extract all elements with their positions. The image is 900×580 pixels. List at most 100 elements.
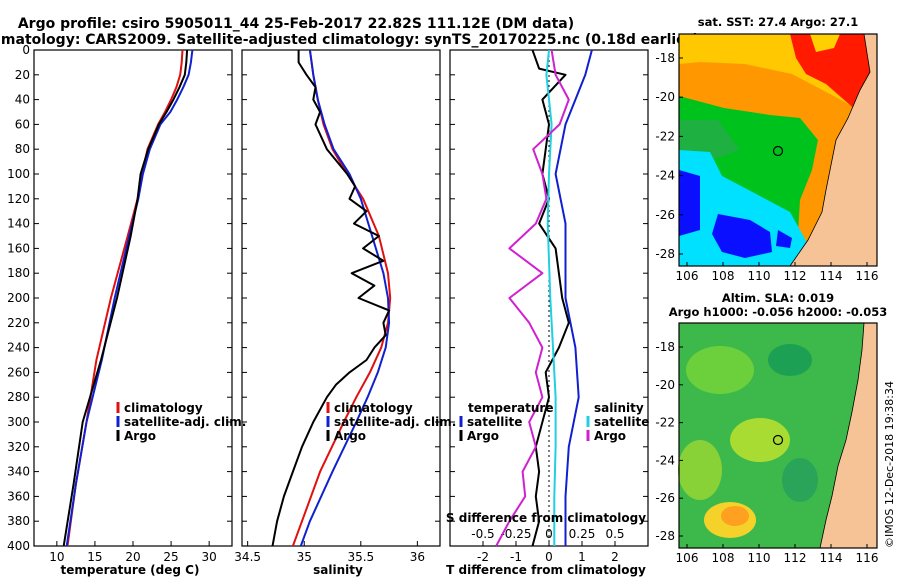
depth-tick-label: 380: [7, 514, 30, 528]
salinity-xlabel: salinity: [313, 563, 363, 577]
map-lat-label: -24: [655, 169, 675, 183]
t-diff-xlabel: T difference from climatology: [446, 563, 646, 577]
map-lon-label: 108: [712, 269, 735, 283]
salinity-x-tick-label: 36: [410, 550, 425, 564]
sst-map-title: sat. SST: 27.4 Argo: 27.1: [698, 15, 858, 29]
temperature-x-tick-label: 30: [202, 550, 217, 564]
legend-temperature-title: temperature: [468, 401, 553, 415]
map-lat-label: -20: [655, 90, 675, 104]
map-lat-label: -28: [655, 529, 675, 543]
legend-argo: Argo: [334, 429, 366, 443]
temperature-panel: [33, 49, 233, 547]
legend-s-satellite: satellite: [594, 415, 649, 429]
series-salinity-argo: [495, 50, 570, 546]
t-diff-x-tick-label: -2: [477, 550, 489, 564]
legend-argo: Argo: [124, 429, 156, 443]
legend-satellite-adj: satellite-adj. clim.: [334, 415, 456, 429]
legend-t-argo: Argo: [467, 429, 499, 443]
depth-tick-label: 40: [15, 93, 30, 107]
map-lat-label: -24: [655, 453, 675, 467]
depth-tick-label: 280: [7, 390, 30, 404]
sla-blob: [686, 346, 754, 394]
s-diff-tick-label: -0.5: [471, 527, 494, 541]
series-satellite-adj-clim-: [65, 50, 194, 546]
map-lon-label: 116: [856, 269, 879, 283]
sst-map-frame: [678, 33, 878, 267]
series-climatology: [66, 50, 184, 546]
difference-legend: temperature satellite Argo salinity sate…: [459, 401, 649, 443]
series-temperature-satellite: [554, 50, 593, 546]
sla-low-blob: [768, 344, 812, 376]
legend-climatology: climatology: [334, 401, 413, 415]
salinity-x-tick-label: 35: [297, 550, 312, 564]
sla-map-title: Altim. SLA: 0.019: [722, 291, 834, 305]
profile-title: Argo profile: csiro 5905011_44 25-Feb-20…: [18, 16, 574, 32]
depth-tick-label: 160: [7, 241, 30, 255]
t-diff-x-tick-label: 2: [611, 550, 619, 564]
legend-s-argo: Argo: [594, 429, 626, 443]
sst-map: [678, 33, 878, 267]
depth-tick-label: 360: [7, 489, 30, 503]
s-diff-tick-label: 0.25: [569, 527, 596, 541]
map-lat-label: -18: [655, 51, 675, 65]
series-satellite-adj-clim-: [299, 50, 391, 546]
map-lat-label: -20: [655, 378, 675, 392]
temperature-xlabel: temperature (deg C): [61, 563, 200, 577]
s-diff-tick-label: 0: [545, 527, 553, 541]
map-lon-label: 114: [820, 551, 843, 565]
depth-tick-label: 100: [7, 167, 30, 181]
depth-tick-label: 200: [7, 291, 30, 305]
depth-tick-label: 300: [7, 415, 30, 429]
sst-field-green2: [679, 120, 740, 160]
s-diff-label: S difference from climatology: [446, 511, 646, 525]
sla-map-frame: [678, 322, 878, 549]
legend-t-satellite: satellite: [467, 415, 522, 429]
sla-low-blob: [782, 458, 818, 502]
sst-argo-position-marker: [772, 145, 784, 157]
depth-tick-label: 60: [15, 117, 30, 131]
temperature-x-tick-label: 25: [163, 550, 178, 564]
t-diff-x-tick-label: 0: [545, 550, 553, 564]
series-argo: [271, 50, 391, 546]
t-diff-x-tick-label: 1: [578, 550, 586, 564]
legend-climatology: climatology: [124, 401, 203, 415]
legend-satellite-adj: satellite-adj. clim.: [124, 415, 246, 429]
map-lon-label: 106: [676, 551, 699, 565]
t-diff-x-tick-label: -1: [510, 550, 522, 564]
salinity-x-tick-label: 34.5: [234, 550, 261, 564]
depth-tick-label: 340: [7, 465, 30, 479]
map-lon-label: 108: [712, 551, 735, 565]
series-salinity-satellite: [545, 50, 557, 546]
salinity-panel: [241, 49, 441, 547]
temperature-x-tick-label: 15: [87, 550, 102, 564]
sla-map-subtitle: Argo h1000: -0.056 h2000: -0.053: [669, 305, 888, 319]
imos-stamp: ©IMOS 12-Dec-2018 19:38:34: [883, 381, 896, 548]
depth-tick-label: 400: [7, 539, 30, 553]
map-lat-label: -18: [655, 340, 675, 354]
depth-tick-label: 220: [7, 316, 30, 330]
sst-field-blue-south: [712, 214, 772, 258]
temperature-x-tick-label: 20: [125, 550, 140, 564]
temperature-x-tick-label: 10: [49, 550, 64, 564]
legend-salinity-title: salinity: [594, 401, 644, 415]
map-lon-label: 112: [784, 551, 807, 565]
map-lat-label: -22: [655, 129, 675, 143]
map-lon-label: 114: [820, 269, 843, 283]
salinity-legend: climatology satellite-adj. clim. Argo: [326, 401, 456, 443]
map-lon-label: 116: [856, 551, 879, 565]
map-lon-label: 110: [748, 269, 771, 283]
s-diff-tick-label: -0.25: [500, 527, 531, 541]
map-lat-label: -22: [655, 416, 675, 430]
depth-tick-label: 320: [7, 440, 30, 454]
sla-blob: [730, 418, 790, 462]
series-argo: [62, 50, 189, 546]
temperature-legend: climatology satellite-adj. clim. Argo: [116, 401, 246, 443]
map-lat-label: -28: [655, 247, 675, 261]
sla-map: [678, 322, 878, 549]
sla-blob: [678, 440, 722, 500]
series-temperature-argo: [531, 50, 570, 546]
map-lat-label: -26: [655, 491, 675, 505]
map-lon-label: 110: [748, 551, 771, 565]
s-diff-tick-label: 0.5: [605, 527, 624, 541]
depth-tick-label: 260: [7, 365, 30, 379]
